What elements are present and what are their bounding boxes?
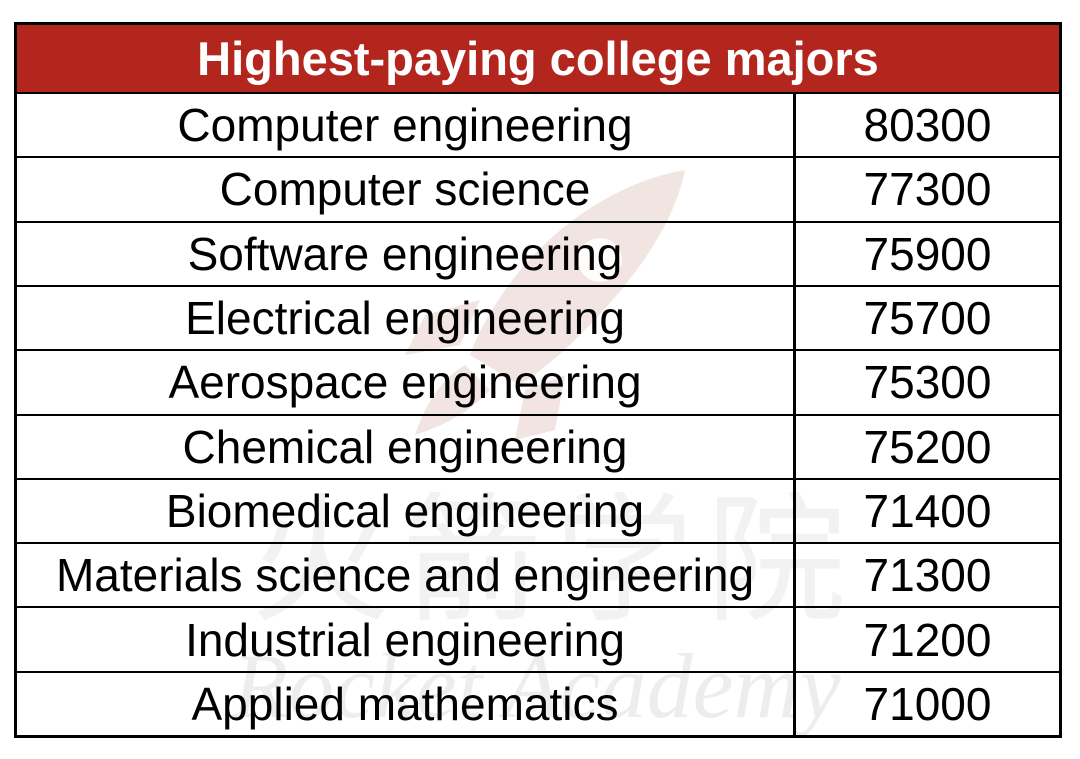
major-cell: Industrial engineering — [17, 608, 796, 671]
major-cell: Chemical engineering — [17, 415, 796, 478]
table-row: Materials science and engineering 71300 — [17, 542, 1059, 607]
table-row: Applied mathematics 71000 — [17, 670, 1059, 735]
salary-cell: 71400 — [863, 484, 992, 537]
major-cell: Biomedical engineering — [17, 479, 796, 543]
majors-table: Highest-paying college majors Computer e… — [14, 22, 1062, 738]
salary-cell: 75300 — [863, 356, 992, 409]
major-cell: Computer engineering — [17, 94, 796, 157]
table-row: Software engineering 75900 — [17, 220, 1059, 285]
table-row: Biomedical engineering 71400 — [17, 477, 1059, 543]
table-row: Computer science 77300 — [17, 156, 1059, 221]
table-row: Industrial engineering 71200 — [17, 606, 1059, 671]
salary-cell: 80300 — [863, 99, 992, 152]
table-row: Electrical engineering 75700 — [17, 284, 1059, 350]
salary-cell: 71300 — [863, 549, 992, 602]
major-cell: Aerospace engineering — [17, 351, 796, 414]
table-row: Aerospace engineering 75300 — [17, 349, 1059, 414]
table-row: Computer engineering 80300 — [17, 92, 1059, 157]
salary-cell: 75200 — [863, 420, 992, 473]
salary-cell: 71000 — [863, 677, 992, 730]
major-cell: Materials science and engineering — [17, 544, 796, 607]
major-cell: Software engineering — [17, 222, 796, 285]
major-cell: Computer science — [17, 158, 796, 221]
salary-cell: 71200 — [863, 613, 992, 666]
table-row: Chemical engineering 75200 — [17, 413, 1059, 478]
major-cell: Electrical engineering — [17, 286, 796, 350]
salary-cell: 75700 — [863, 292, 992, 345]
table-title: Highest-paying college majors — [17, 25, 1059, 92]
major-cell: Applied mathematics — [17, 672, 796, 735]
salary-cell: 75900 — [863, 227, 992, 280]
salary-cell: 77300 — [863, 163, 992, 216]
